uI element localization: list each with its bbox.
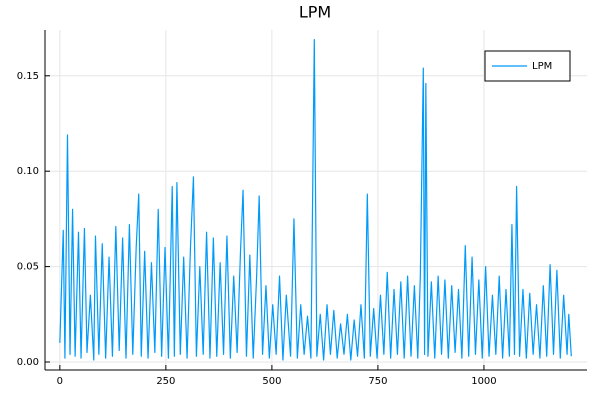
x-tick-label: 500 (262, 376, 281, 387)
x-tick-label: 1000 (471, 376, 496, 387)
y-tick-label: 0.10 (17, 166, 39, 177)
legend-label: LPM (532, 61, 552, 72)
y-tick-label: 0.00 (17, 357, 39, 368)
chart-title: LPM (299, 3, 331, 22)
y-tick-label: 0.05 (17, 262, 39, 273)
x-tick-label: 0 (57, 376, 63, 387)
x-tick-label: 750 (368, 376, 387, 387)
y-tick-label: 0.15 (17, 71, 39, 82)
data-line (59, 38, 572, 361)
x-tick-label: 250 (156, 376, 175, 387)
